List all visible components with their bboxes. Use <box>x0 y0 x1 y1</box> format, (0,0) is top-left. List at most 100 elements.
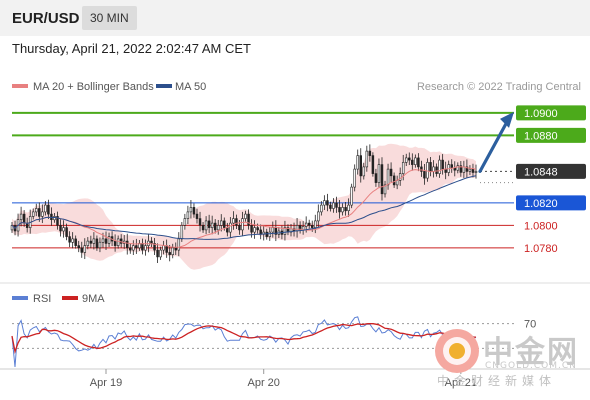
candle-body <box>347 204 350 212</box>
level-label-2: 1.0848 <box>524 166 558 178</box>
candle-body <box>298 225 302 231</box>
candle-body <box>389 168 393 177</box>
ma50-line <box>11 175 477 240</box>
symbol-label: EUR/USD <box>12 10 80 27</box>
candle-body <box>350 186 353 206</box>
forecast-arrow-shaft <box>478 120 509 173</box>
candle-body <box>19 213 23 221</box>
candle-body <box>332 202 335 209</box>
candle-body <box>307 222 311 226</box>
candle-body <box>323 200 326 206</box>
candle-body <box>44 204 47 213</box>
candle-body <box>195 213 199 219</box>
candle-body <box>405 157 408 163</box>
candle-body <box>429 162 432 172</box>
candle-body <box>116 238 120 246</box>
candle-body <box>235 218 238 226</box>
candle-body <box>408 157 411 161</box>
candle-body <box>162 245 165 251</box>
candle-body <box>341 207 344 213</box>
candle-body <box>368 150 372 156</box>
candle-body <box>411 159 414 165</box>
candle-body <box>38 208 41 217</box>
candle-body <box>456 165 460 171</box>
candle-body <box>474 171 478 173</box>
candle-body <box>189 207 193 213</box>
rsi-legend-swatch <box>12 296 28 300</box>
candle-body <box>377 164 381 183</box>
candle-body <box>401 162 405 174</box>
watermark-logo-icon <box>435 329 479 373</box>
candle-body <box>450 164 453 169</box>
candle-body <box>183 218 187 226</box>
candle-body <box>213 222 217 231</box>
candle-body <box>329 204 332 209</box>
candle-body <box>132 245 135 251</box>
candle-body <box>53 216 56 221</box>
level-badge-3 <box>516 195 586 211</box>
candle-body <box>344 207 347 212</box>
candle-body <box>265 231 268 237</box>
candle-body <box>31 211 35 217</box>
header-bar: EUR/USD 30 MIN <box>0 0 590 36</box>
candle-body <box>168 252 171 255</box>
candle-body <box>210 222 214 228</box>
candle-body <box>186 211 190 219</box>
x-tick-label: Apr 21 <box>445 377 477 389</box>
candle-body <box>320 204 323 213</box>
candle-body <box>359 155 363 177</box>
level-label-0: 1.0900 <box>524 108 558 120</box>
candle-body <box>256 227 259 231</box>
candle-body <box>192 207 196 215</box>
candle-body <box>83 245 87 253</box>
candle-body <box>459 165 463 173</box>
level-badge-1 <box>516 127 586 143</box>
candle-body <box>95 238 99 249</box>
rsi-level-label: 70 <box>524 319 536 331</box>
candle-body <box>71 238 74 243</box>
candle-body <box>104 238 108 244</box>
candle-body <box>317 211 320 222</box>
ma50-legend-swatch <box>156 84 172 88</box>
candle-body <box>465 166 469 172</box>
candle-body <box>244 213 247 219</box>
level-label-4: 1.0800 <box>524 220 558 232</box>
candle-body <box>174 247 178 251</box>
candle-body <box>126 240 129 249</box>
candle-body <box>47 204 50 215</box>
candle-body <box>144 245 147 251</box>
candle-body <box>392 175 396 186</box>
watermark-tagline: 中金财经新媒体 <box>437 374 557 388</box>
candle-body <box>253 227 256 233</box>
candle-body <box>326 200 329 206</box>
candle-body <box>50 213 53 221</box>
candle-body <box>156 249 159 258</box>
rsi-legend-label: RSI <box>33 293 51 305</box>
candle-body <box>141 243 144 251</box>
candle-body <box>107 236 111 244</box>
candle-body <box>226 227 229 233</box>
candle-body <box>92 238 96 244</box>
x-tick-label: Apr 19 <box>90 377 122 389</box>
candle-body <box>314 220 317 228</box>
candle-body <box>338 207 341 213</box>
timeframe-badge[interactable]: 30 MIN <box>82 6 137 30</box>
x-tick-label: Apr 20 <box>248 377 280 389</box>
candle-body <box>198 218 202 226</box>
candle-body <box>41 211 44 217</box>
candle-body <box>165 245 168 253</box>
candle-body <box>207 220 211 228</box>
candle-body <box>177 238 181 251</box>
candle-body <box>295 225 299 232</box>
candle-body <box>432 166 435 172</box>
candle-body <box>374 173 378 183</box>
candle-body <box>438 159 441 174</box>
candle-body <box>220 220 223 226</box>
candle-body <box>150 240 153 244</box>
candle-body <box>204 220 208 231</box>
candle-body <box>216 225 220 231</box>
candle-body <box>101 238 105 243</box>
candle-body <box>77 245 80 249</box>
candle-body <box>86 240 90 246</box>
